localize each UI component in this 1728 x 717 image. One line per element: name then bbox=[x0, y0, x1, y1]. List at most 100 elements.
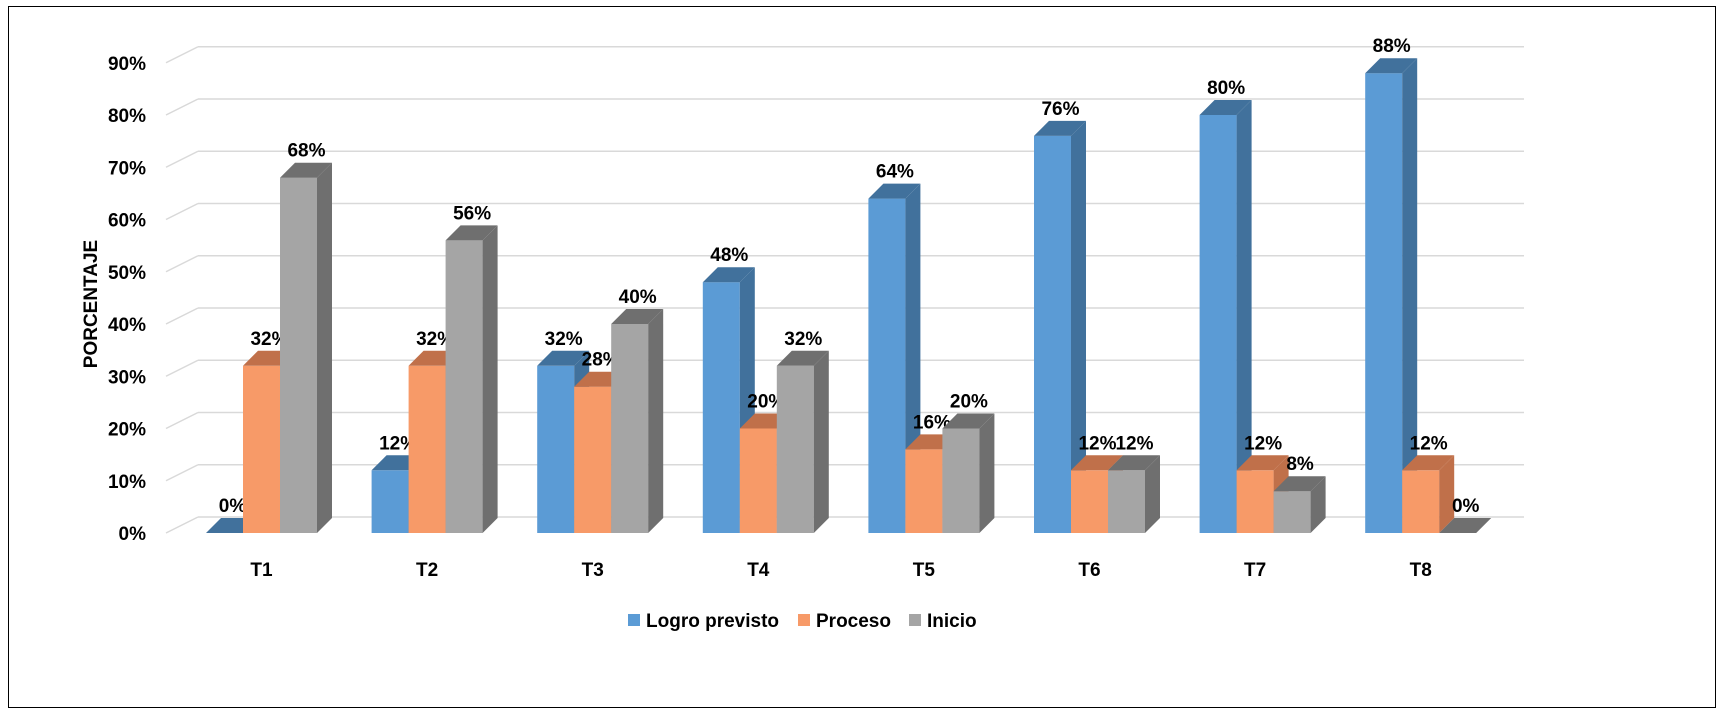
data-label: 32% bbox=[545, 329, 583, 350]
data-label: 0% bbox=[1452, 496, 1480, 517]
bar-front bbox=[1108, 470, 1145, 533]
data-label: 76% bbox=[1041, 99, 1079, 120]
bar-side bbox=[1236, 100, 1252, 533]
data-label: 32% bbox=[250, 329, 288, 350]
bar-top bbox=[1034, 120, 1086, 136]
bar-front bbox=[1071, 470, 1108, 533]
gridline-side bbox=[165, 359, 199, 377]
y-axis-title: PORCENTAJE bbox=[81, 240, 102, 368]
x-tick-label: T6 bbox=[1078, 560, 1100, 581]
bar-side bbox=[1402, 58, 1418, 533]
y-tick-label: 80% bbox=[108, 106, 146, 127]
bar-top bbox=[280, 162, 332, 178]
bar-front bbox=[1273, 491, 1311, 533]
x-tick-label: T7 bbox=[1244, 560, 1266, 581]
bar-top bbox=[702, 267, 755, 283]
gridline-side bbox=[165, 411, 199, 430]
data-label: 48% bbox=[710, 245, 748, 266]
bar-side bbox=[482, 225, 498, 533]
bar-top bbox=[1365, 58, 1418, 74]
bar-top bbox=[1108, 455, 1160, 471]
bar-front bbox=[1402, 470, 1440, 533]
x-tick-label: T4 bbox=[747, 560, 770, 581]
y-tick-label: 60% bbox=[108, 211, 146, 232]
gridline-side bbox=[165, 202, 199, 221]
bar-top bbox=[1236, 455, 1289, 471]
data-label: 12% bbox=[1244, 433, 1282, 454]
gridline-side bbox=[165, 150, 199, 168]
data-label: 32% bbox=[416, 329, 454, 350]
bar-top bbox=[611, 309, 664, 324]
gridline-side bbox=[165, 98, 199, 116]
x-tick-label: T5 bbox=[913, 560, 936, 581]
data-label: 88% bbox=[1373, 36, 1411, 57]
y-tick-label: 0% bbox=[119, 524, 147, 545]
bar-side bbox=[813, 350, 829, 533]
legend-swatch bbox=[909, 614, 921, 626]
x-tick-label: T8 bbox=[1410, 560, 1432, 581]
bar-front bbox=[905, 449, 943, 533]
bar-front bbox=[243, 365, 280, 533]
data-label: 12% bbox=[1078, 433, 1116, 454]
bar-side bbox=[1071, 120, 1086, 534]
legend-label: Logro previsto bbox=[646, 611, 779, 632]
bar-front bbox=[280, 177, 317, 533]
bar-front bbox=[868, 198, 906, 533]
bar-top bbox=[868, 183, 921, 199]
bar-side bbox=[317, 162, 332, 533]
bar-top bbox=[445, 225, 498, 241]
bar-top bbox=[1273, 476, 1326, 492]
gridline-side bbox=[165, 255, 199, 273]
bar-side bbox=[1439, 455, 1455, 533]
data-label: 20% bbox=[747, 392, 785, 413]
bar-front bbox=[611, 324, 649, 533]
x-tick-label: T2 bbox=[416, 560, 438, 581]
gridline-side bbox=[165, 307, 199, 325]
data-label: 40% bbox=[619, 287, 657, 308]
y-tick-label: 30% bbox=[108, 367, 146, 388]
bar-top bbox=[1439, 518, 1492, 533]
y-tick-label: 50% bbox=[108, 263, 146, 284]
bar-front bbox=[1236, 470, 1274, 533]
bar-front bbox=[702, 282, 740, 533]
data-label: 28% bbox=[582, 350, 620, 371]
data-label: 8% bbox=[1286, 454, 1314, 475]
x-tick-label: T3 bbox=[582, 560, 604, 581]
bar-top bbox=[942, 413, 995, 429]
bar-top bbox=[537, 350, 590, 366]
bar-side bbox=[1310, 476, 1326, 533]
bar-front bbox=[445, 240, 483, 533]
bar-front bbox=[1365, 73, 1403, 533]
gridline-side bbox=[165, 464, 199, 482]
legend-swatch bbox=[798, 614, 810, 626]
data-label: 80% bbox=[1207, 78, 1245, 99]
bar-top bbox=[776, 350, 829, 366]
bar-front bbox=[408, 365, 446, 533]
data-label: 0% bbox=[219, 496, 247, 517]
bar-front bbox=[574, 386, 612, 533]
legend-label: Inicio bbox=[927, 611, 977, 632]
legend-swatch bbox=[628, 614, 640, 626]
y-tick-label: 40% bbox=[108, 315, 146, 336]
data-label: 32% bbox=[784, 329, 822, 350]
bar-front bbox=[371, 470, 409, 533]
bar-front bbox=[1034, 135, 1071, 533]
data-label: 64% bbox=[876, 162, 914, 183]
bar-side bbox=[979, 413, 995, 533]
data-label: 68% bbox=[287, 141, 325, 162]
data-label: 20% bbox=[950, 392, 988, 413]
bar-top bbox=[1071, 455, 1123, 471]
gridline-side bbox=[165, 516, 199, 534]
x-tick-label: T1 bbox=[250, 560, 273, 581]
bar-front bbox=[537, 365, 575, 533]
bar-top bbox=[1402, 455, 1455, 471]
bar-front bbox=[776, 365, 814, 533]
bar-front bbox=[942, 428, 980, 533]
y-tick-label: 70% bbox=[108, 158, 146, 179]
data-label: 16% bbox=[913, 412, 951, 433]
legend-label: Proceso bbox=[816, 611, 891, 632]
data-label: 12% bbox=[1115, 433, 1153, 454]
bar-front bbox=[739, 428, 777, 533]
bar-top bbox=[1199, 100, 1252, 115]
